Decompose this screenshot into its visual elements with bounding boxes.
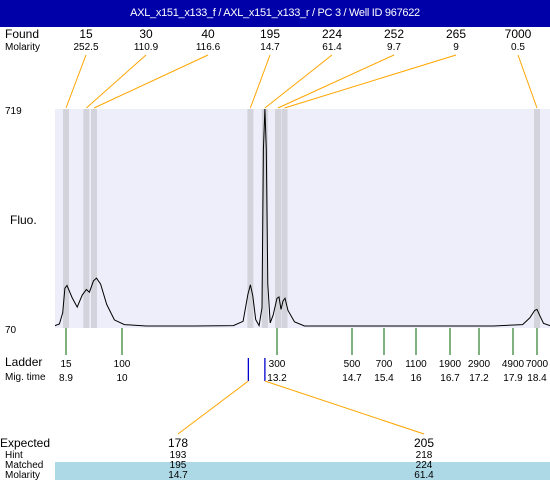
- ladder-mig-time: 16.7: [440, 373, 460, 384]
- ladder-size: 300: [269, 359, 286, 370]
- expected-hint: 218: [416, 450, 433, 461]
- found-peak-size: 7000: [505, 27, 532, 41]
- ladder-mig-time: 18.4: [527, 373, 547, 384]
- peak-leader-line: [284, 54, 457, 109]
- title-bar: AXL_x151_x133_f / AXL_x151_x133_r / PC 3…: [0, 0, 550, 27]
- ladder-size: 1100: [405, 359, 427, 370]
- peak-leader-line: [65, 54, 87, 109]
- peak-band: [247, 109, 254, 328]
- peak-band: [83, 109, 90, 328]
- expected-matched: 195: [170, 460, 187, 471]
- peak-band: [534, 109, 540, 328]
- found-peak-size: 15: [79, 27, 93, 41]
- molarity-label: Molarity: [5, 42, 40, 53]
- ladder-ticks: [65, 328, 538, 355]
- trace-group: [54, 108, 550, 328]
- plot-area: [55, 109, 550, 328]
- found-peak-size: 265: [446, 27, 466, 41]
- expected-molarity: 14.7: [168, 470, 188, 480]
- peak-band: [261, 109, 268, 328]
- found-peak-size: 252: [384, 27, 404, 41]
- found-peak-molarity: 61.4: [322, 42, 342, 53]
- peak-leader-line: [86, 54, 147, 109]
- peak-band: [281, 109, 288, 328]
- found-label: Found: [5, 27, 39, 41]
- peak-leader-line: [264, 54, 333, 109]
- ladder-size: 4900: [502, 359, 525, 370]
- expected-leader-line: [264, 380, 425, 435]
- matched-row-band: [55, 462, 550, 471]
- found-peak-size: 40: [201, 27, 215, 41]
- ladder-mig-time: 14.7: [342, 373, 362, 384]
- found-peak-size: 30: [139, 27, 153, 41]
- found-peak-molarity: 9: [453, 42, 459, 53]
- ladder-size: 100: [114, 359, 131, 370]
- expected-markers: [177, 358, 425, 435]
- found-peak-molarity: 110.9: [134, 42, 159, 53]
- found-peak-size: 195: [260, 27, 280, 41]
- ladder-mig-time: 16: [410, 373, 422, 384]
- peak-band: [91, 109, 97, 328]
- ladder-mig-time: 15.4: [374, 373, 394, 384]
- ladder-size: 15: [60, 359, 72, 370]
- ladder-size: 1900: [439, 359, 462, 370]
- peak-leader-line: [277, 54, 395, 109]
- y-tick-max: 719: [5, 106, 22, 117]
- ladder-mig-time: 17.9: [503, 373, 523, 384]
- ladder-labels: 15 8.9 100 10 300 13.2 500 14.7 700 15.4 1100 16 190…: [59, 359, 549, 384]
- expected-size: 178: [168, 436, 188, 450]
- expected-label: Expected: [0, 436, 50, 450]
- ladder-size: 2900: [468, 359, 491, 370]
- peak-leader-line: [249, 54, 271, 109]
- found-peak-molarity: 14.7: [260, 42, 280, 53]
- expected-matched: 224: [416, 460, 433, 471]
- molarity-bottom-label: Molarity: [5, 470, 40, 480]
- expected-hint: 193: [170, 450, 187, 461]
- expected-size: 205: [414, 436, 434, 450]
- peak-leader-line: [93, 54, 209, 109]
- ladder-mig-time: 17.2: [469, 373, 489, 384]
- ladder-size: 700: [376, 359, 393, 370]
- ladder-mig-time: 13.2: [267, 373, 287, 384]
- peak-leader-lines: [65, 54, 538, 109]
- molarity-row-band: [55, 471, 550, 480]
- found-peak-molarity: 0.5: [511, 42, 525, 53]
- found-peak-size: 224: [322, 27, 342, 41]
- found-peak-molarity: 9.7: [387, 42, 401, 53]
- expected-leader-line: [177, 380, 249, 435]
- peak-bands: [63, 109, 540, 328]
- ladder-mig-time: 10: [116, 373, 128, 384]
- peak-leader-line: [517, 54, 538, 109]
- y-tick-min: 70: [5, 325, 17, 336]
- ladder-label: Ladder: [5, 355, 42, 369]
- mig-time-label: Mig. time: [5, 372, 46, 383]
- hint-label: Hint: [5, 450, 23, 461]
- ladder-mig-time: 8.9: [59, 373, 73, 384]
- expected-molarity: 61.4: [414, 470, 434, 480]
- found-peak-molarity: 116.6: [196, 42, 221, 53]
- found-peak-molarity: 252.5: [73, 42, 98, 53]
- matched-label: Matched: [5, 460, 43, 471]
- ladder-size: 500: [344, 359, 361, 370]
- peak-band: [275, 109, 281, 328]
- trace-line: [54, 108, 550, 328]
- peak-band: [63, 109, 69, 328]
- ladder-size: 7000: [526, 359, 549, 370]
- y-axis-label: Fluo.: [10, 213, 37, 227]
